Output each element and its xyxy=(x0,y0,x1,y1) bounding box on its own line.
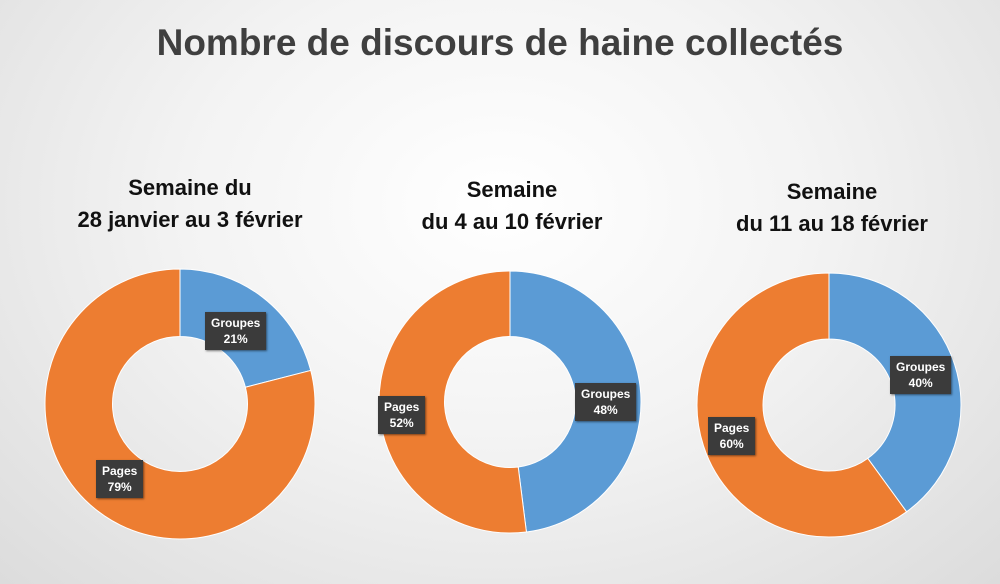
data-label-groupes: Groupes 48% xyxy=(575,383,637,421)
chart-title-line1: Semaine xyxy=(786,179,878,204)
donut-chart-week-1 xyxy=(44,268,316,540)
chart-title-line2: 28 janvier au 3 février xyxy=(77,207,303,232)
data-label-value: 60% xyxy=(719,437,744,451)
data-label-category: Pages xyxy=(384,400,420,414)
data-label-value: 21% xyxy=(223,332,248,346)
chart-title-line2: du 4 au 10 février xyxy=(421,209,603,234)
data-label-pages: Pages 52% xyxy=(378,396,426,434)
data-label-value: 40% xyxy=(908,376,933,390)
donut-slice-pages xyxy=(696,272,908,538)
donut-chart-week-2 xyxy=(378,270,642,534)
data-label-groupes: Groupes 40% xyxy=(890,356,952,394)
chart-title-week-2: Semaine du 4 au 10 février xyxy=(362,174,662,238)
chart-title-line1: Semaine xyxy=(466,177,558,202)
data-label-value: 79% xyxy=(107,480,132,494)
data-label-groupes: Groupes 21% xyxy=(205,312,267,350)
donut-slice-pages xyxy=(378,270,527,534)
chart-title-line2: du 11 au 18 février xyxy=(736,211,928,236)
data-label-category: Pages xyxy=(102,464,138,478)
chart-title-line1: Semaine du xyxy=(128,175,252,200)
data-label-category: Groupes xyxy=(211,316,261,330)
data-label-category: Groupes xyxy=(896,360,946,374)
data-label-category: Pages xyxy=(714,421,750,435)
data-label-pages: Pages 79% xyxy=(96,460,144,498)
chart-title-week-1: Semaine du 28 janvier au 3 février xyxy=(40,172,340,236)
data-label-value: 48% xyxy=(593,403,618,417)
data-label-pages: Pages 60% xyxy=(708,417,756,455)
data-label-category: Groupes xyxy=(581,387,631,401)
chart-title-week-3: Semaine du 11 au 18 février xyxy=(682,176,982,240)
donut-chart-week-3 xyxy=(696,272,962,538)
data-label-value: 52% xyxy=(389,416,414,430)
page-title: Nombre de discours de haine collectés xyxy=(156,22,844,63)
donut-slice-groupes xyxy=(509,270,642,533)
